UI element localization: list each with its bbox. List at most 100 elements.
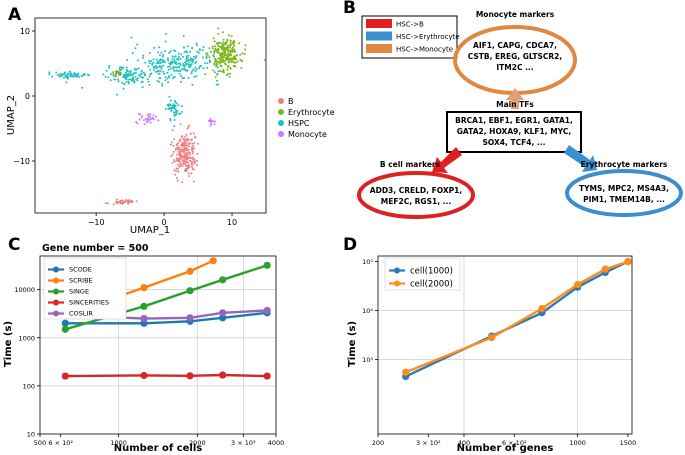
umap-point — [181, 77, 184, 80]
umap-legend: B Erythrocyte HSPC Monocyte — [278, 97, 335, 139]
umap-point — [131, 200, 134, 203]
umap-point — [209, 124, 212, 127]
umap-point — [66, 72, 69, 75]
umap-point — [225, 59, 228, 61]
umap-point — [58, 75, 61, 78]
umap-point — [244, 48, 246, 51]
umap-point — [161, 82, 164, 85]
umap-point — [164, 76, 167, 79]
umap-point — [169, 63, 172, 66]
umap-point — [202, 67, 205, 70]
umap-point — [51, 75, 54, 78]
umap-point — [106, 202, 109, 205]
umap-point — [141, 76, 144, 79]
umap-point — [179, 80, 182, 83]
umap-point — [177, 142, 180, 145]
umap-point — [230, 35, 233, 37]
umap-point — [228, 59, 231, 62]
umap-point — [185, 63, 188, 66]
umap-point — [193, 75, 196, 78]
umap-point — [229, 66, 232, 69]
umap-point — [239, 58, 242, 61]
series-point — [61, 325, 69, 333]
series-point — [186, 372, 194, 380]
umap-point — [112, 71, 115, 74]
umap-point — [196, 152, 199, 155]
legend-label: SCODE — [69, 266, 92, 274]
umap-point — [183, 61, 186, 64]
umap-point — [130, 36, 133, 39]
umap-point — [208, 56, 211, 59]
umap-point — [63, 72, 66, 75]
umap-legend-label: Monocyte — [288, 130, 327, 139]
umap-point — [209, 117, 212, 120]
umap-point — [141, 114, 144, 117]
series-point — [140, 302, 148, 310]
umap-point — [191, 146, 194, 149]
series-point — [488, 333, 496, 342]
umap-point — [234, 58, 237, 61]
umap-point — [186, 51, 189, 54]
umap-point — [122, 201, 125, 204]
umap-point — [212, 120, 214, 123]
umap-point — [181, 67, 184, 70]
umap-point — [104, 202, 107, 205]
legend-marker — [53, 310, 59, 317]
legend-marker — [53, 299, 59, 306]
umap-point — [196, 50, 199, 53]
umap-point — [215, 49, 218, 52]
umap-point — [158, 80, 161, 83]
umap-legend-label: Erythrocyte — [288, 108, 335, 117]
tfs-box — [446, 111, 582, 153]
umap-point — [158, 65, 161, 67]
umap-point — [177, 170, 180, 173]
umap-point — [160, 51, 163, 54]
umap-point — [229, 49, 232, 52]
umap-point — [177, 58, 180, 61]
umap-point — [213, 40, 216, 43]
umap-point — [55, 71, 58, 74]
umap-point — [169, 99, 172, 102]
umap-point — [219, 70, 222, 72]
umap-point — [130, 79, 133, 82]
bcell-ellipse — [357, 171, 475, 219]
umap-point — [216, 66, 219, 69]
legend-marker — [53, 266, 59, 273]
umap-point — [147, 116, 150, 119]
umap-point — [191, 157, 194, 160]
umap-point — [185, 62, 188, 65]
series-point — [209, 257, 217, 265]
umap-point — [122, 87, 125, 90]
panel-c-ylabel: Time (s) — [3, 321, 14, 367]
umap-point — [213, 123, 216, 126]
umap-point — [80, 75, 83, 78]
umap-point — [116, 70, 119, 72]
umap-point — [215, 62, 218, 65]
series-point — [61, 319, 69, 327]
legend-label: SINGE — [69, 288, 89, 296]
monocyte-line-1: AIF1, CAPG, CDCA7, — [473, 41, 557, 50]
umap-point — [135, 200, 138, 203]
umap-point — [120, 72, 122, 75]
umap-point — [136, 77, 139, 80]
umap-point — [216, 73, 219, 76]
umap-point — [108, 65, 111, 67]
umap-point — [160, 67, 163, 70]
legend-marker — [53, 277, 59, 284]
genes-timing-panel: 200 3 × 10² 400 6 × 10² 1000 1500 10³ 10⁴ 10⁵ Nu… — [347, 255, 636, 454]
umap-point — [173, 160, 176, 163]
umap-points — [48, 27, 266, 206]
umap-point — [215, 83, 218, 86]
umap-point — [129, 70, 132, 73]
series-point — [140, 284, 148, 292]
umap-point — [244, 44, 247, 47]
umap-point — [112, 73, 115, 76]
y-tick-label: 100 — [23, 382, 35, 390]
umap-point — [170, 141, 173, 144]
umap-point — [187, 57, 189, 60]
umap-point — [182, 35, 185, 37]
umap-point — [115, 200, 118, 203]
umap-point — [189, 132, 192, 135]
umap-point — [217, 27, 220, 30]
umap-point — [48, 71, 51, 74]
